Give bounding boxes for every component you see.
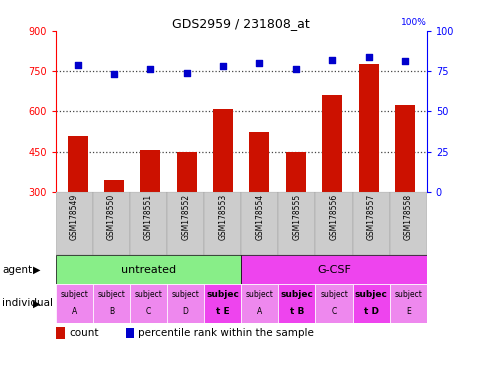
Bar [278,284,315,323]
Text: GSM178555: GSM178555 [292,194,301,240]
Bar [204,192,241,255]
Text: D: D [182,307,188,316]
Text: GSM178553: GSM178553 [218,194,227,240]
Point [219,63,227,69]
Bar [130,192,166,255]
Bar [67,136,88,192]
Bar [241,255,426,284]
Point [255,60,263,66]
Text: subject: subject [60,290,88,300]
Bar [212,109,233,192]
Text: GSM178558: GSM178558 [403,194,412,240]
Bar [56,192,93,255]
Text: A: A [257,307,262,316]
Point [146,66,154,73]
Bar [130,284,166,323]
Bar [352,284,389,323]
Bar [315,284,352,323]
Text: subject: subject [245,290,273,300]
Text: 100%: 100% [400,18,426,28]
Text: GSM178557: GSM178557 [366,194,375,240]
Text: t B: t B [289,307,303,316]
Text: untreated: untreated [121,265,176,275]
Text: C: C [331,307,336,316]
Bar [176,152,197,192]
Bar [241,192,278,255]
Text: t E: t E [215,307,229,316]
Text: GSM178552: GSM178552 [181,194,190,240]
Bar [126,328,134,338]
Bar [321,95,342,192]
Text: GSM178550: GSM178550 [106,194,116,240]
Text: G-CSF: G-CSF [317,265,350,275]
Bar [140,151,160,192]
Bar [389,192,426,255]
Text: ▶: ▶ [33,298,40,308]
Text: subject: subject [135,290,162,300]
Bar [278,192,315,255]
Bar [389,284,426,323]
Text: A: A [72,307,77,316]
Text: subjec: subjec [280,290,313,300]
Point [291,66,299,73]
Bar [166,192,204,255]
Text: ▶: ▶ [33,265,40,275]
Bar [104,180,124,192]
Bar [394,104,414,192]
Text: GSM178549: GSM178549 [70,194,79,240]
Text: subject: subject [319,290,347,300]
Text: percentile rank within the sample: percentile rank within the sample [138,328,313,338]
Bar [204,284,241,323]
Text: GSM178551: GSM178551 [144,194,153,240]
Bar [352,192,389,255]
Text: C: C [146,307,151,316]
Bar [56,284,93,323]
Text: subject: subject [171,290,199,300]
Point [74,61,81,68]
Title: GDS2959 / 231808_at: GDS2959 / 231808_at [172,17,310,30]
Point [110,71,118,77]
Bar [249,131,269,192]
Bar [166,284,204,323]
Bar [315,192,352,255]
Text: individual: individual [2,298,53,308]
Point [182,70,190,76]
Text: E: E [405,307,410,316]
Text: t D: t D [363,307,378,316]
Text: subject: subject [393,290,421,300]
Text: B: B [108,307,114,316]
Bar [241,284,278,323]
Text: GSM178556: GSM178556 [329,194,338,240]
Point [364,53,372,60]
Point [400,58,408,65]
Bar [56,327,65,339]
Text: count: count [70,328,99,338]
Text: GSM178554: GSM178554 [255,194,264,240]
Bar [93,284,130,323]
Bar [285,152,305,192]
Point [328,57,335,63]
Bar [56,255,241,284]
Text: subjec: subjec [206,290,239,300]
Text: agent: agent [2,265,32,275]
Bar [358,64,378,192]
Bar [93,192,130,255]
Text: subject: subject [97,290,125,300]
Text: subjec: subjec [354,290,387,300]
